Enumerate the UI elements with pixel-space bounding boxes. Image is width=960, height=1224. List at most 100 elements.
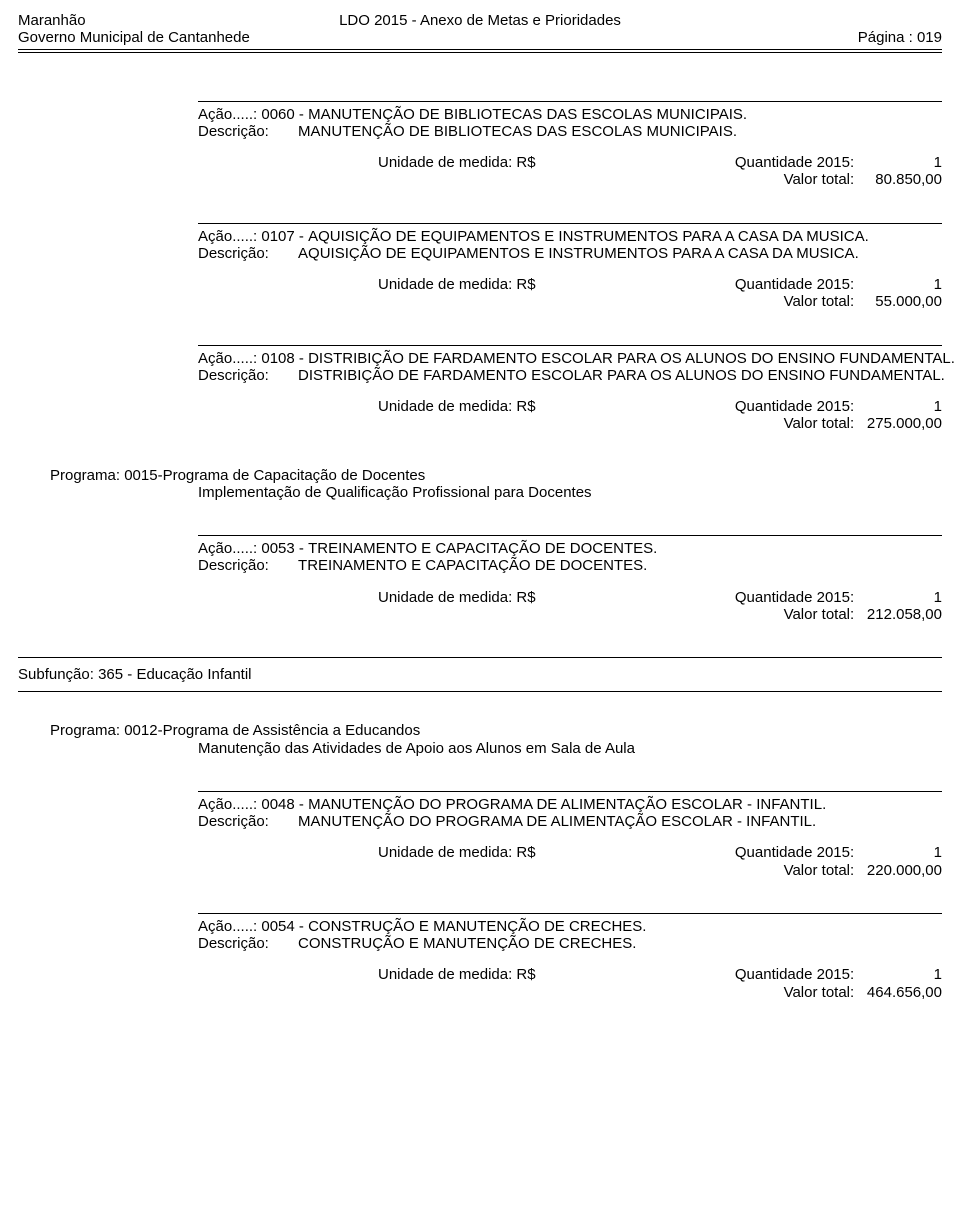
valor-label: Valor total: — [537, 293, 866, 310]
qty-label: Quantidade 2015: — [537, 398, 866, 415]
acao-label: Ação.....: — [198, 106, 261, 123]
descricao-pad — [269, 245, 298, 262]
unidade-label: Unidade de medida: R$ — [378, 589, 537, 606]
qty-value: 1 — [866, 398, 942, 415]
action-block: Ação.....: 0107 - AQUISIÇÃO DE EQUIPAMEN… — [198, 228, 942, 311]
header-gov: Governo Municipal de Cantanhede — [18, 29, 250, 46]
acao-title: AQUISIÇÃO DE EQUIPAMENTOS E INSTRUMENTOS… — [308, 228, 869, 245]
acao-code: 0107 — [261, 228, 294, 245]
action-metrics: Unidade de medida: R$ Quantidade 2015: 1… — [378, 589, 942, 624]
page-label: Página : — [858, 29, 913, 46]
acao-code: 0054 — [261, 918, 294, 935]
page-number: 019 — [917, 29, 942, 46]
descricao-pad — [269, 935, 298, 952]
valor-value: 464.656,00 — [866, 984, 942, 1001]
action-metrics: Unidade de medida: R$ Quantidade 2015: 1… — [378, 154, 942, 189]
subfuncao-label: Subfunção: — [18, 666, 98, 683]
programa-block: Programa: 0015 - Programa de Capacitação… — [50, 467, 942, 502]
qty-value: 1 — [866, 589, 942, 606]
descricao-text: DISTRIBIÇÃO DE FARDAMENTO ESCOLAR PARA O… — [298, 367, 945, 384]
subfuncao-code: 365 — [98, 666, 123, 683]
acao-dash: - — [295, 918, 308, 935]
subfuncao-top-rule — [18, 657, 942, 658]
header-state: Maranhão — [18, 12, 86, 29]
action-metrics: Unidade de medida: R$ Quantidade 2015: 1… — [378, 966, 942, 1001]
descricao-text: CONSTRUÇÃO E MANUTENÇÃO DE CRECHES. — [298, 935, 636, 952]
acao-dash: - — [295, 350, 308, 367]
page-header: Maranhão LDO 2015 - Anexo de Metas e Pri… — [18, 12, 942, 47]
qty-value: 1 — [866, 154, 942, 171]
descricao-pad — [269, 367, 298, 384]
action-metrics: Unidade de medida: R$ Quantidade 2015: 1… — [378, 844, 942, 879]
action-block: Ação.....: 0060 - MANUTENÇÃO DE BIBLIOTE… — [198, 106, 942, 189]
valor-value: 275.000,00 — [866, 415, 942, 432]
acao-label: Ação.....: — [198, 350, 261, 367]
unidade-label: Unidade de medida: R$ — [378, 154, 537, 171]
descricao-text: MANUTENÇÃO DO PROGRAMA DE ALIMENTAÇÃO ES… — [298, 813, 816, 830]
valor-value: 55.000,00 — [866, 293, 942, 310]
action-separator — [198, 913, 942, 914]
action-separator — [198, 535, 942, 536]
programa-block: Programa: 0012 - Programa de Assistência… — [50, 722, 942, 757]
descricao-text: MANUTENÇÃO DE BIBLIOTECAS DAS ESCOLAS MU… — [298, 123, 737, 140]
acao-title: DISTRIBIÇÃO DE FARDAMENTO ESCOLAR PARA O… — [308, 350, 955, 367]
subfuncao-bottom-rule — [18, 691, 942, 692]
descricao-label: Descrição: — [198, 123, 269, 140]
descricao-label: Descrição: — [198, 557, 269, 574]
action-separator — [198, 223, 942, 224]
action-block: Ação.....: 0108 - DISTRIBIÇÃO DE FARDAME… — [198, 350, 942, 433]
programa-label: Programa: — [50, 722, 124, 739]
programa-code: 0012 — [124, 722, 157, 739]
descricao-label: Descrição: — [198, 935, 269, 952]
action-separator — [198, 345, 942, 346]
descricao-pad — [269, 813, 298, 830]
acao-title: CONSTRUÇÃO E MANUTENÇÃO DE CRECHES. — [308, 918, 646, 935]
valor-label: Valor total: — [537, 862, 866, 879]
acao-code: 0053 — [261, 540, 294, 557]
acao-label: Ação.....: — [198, 796, 261, 813]
header-title: LDO 2015 - Anexo de Metas e Prioridades — [339, 12, 621, 29]
subfuncao-block: Subfunção: 365 - Educação Infantil — [18, 666, 942, 683]
acao-label: Ação.....: — [198, 540, 261, 557]
header-double-rule — [18, 49, 942, 53]
descricao-pad — [269, 557, 298, 574]
acao-dash: - — [295, 796, 308, 813]
qty-label: Quantidade 2015: — [537, 844, 866, 861]
valor-label: Valor total: — [537, 984, 866, 1001]
programa-title: Programa de Capacitação de Docentes — [163, 467, 426, 484]
valor-value: 212.058,00 — [866, 606, 942, 623]
descricao-label: Descrição: — [198, 813, 269, 830]
action-block: Ação.....: 0054 - CONSTRUÇÃO E MANUTENÇÃ… — [198, 918, 942, 1001]
acao-code: 0048 — [261, 796, 294, 813]
acao-dash: - — [295, 106, 308, 123]
programa-code: 0015 — [124, 467, 157, 484]
action-separator — [198, 791, 942, 792]
acao-dash: - — [295, 540, 308, 557]
qty-label: Quantidade 2015: — [537, 276, 866, 293]
action-block: Ação.....: 0053 - TREINAMENTO E CAPACITA… — [198, 540, 942, 623]
action-block: Ação.....: 0048 - MANUTENÇÃO DO PROGRAMA… — [198, 796, 942, 879]
acao-code: 0060 — [261, 106, 294, 123]
unidade-label: Unidade de medida: R$ — [378, 966, 537, 983]
programa-desc: Manutenção das Atividades de Apoio aos A… — [198, 740, 942, 757]
header-page: Página : 019 — [858, 29, 942, 46]
programa-label: Programa: — [50, 467, 124, 484]
qty-value: 1 — [866, 276, 942, 293]
unidade-label: Unidade de medida: R$ — [378, 844, 537, 861]
unidade-label: Unidade de medida: R$ — [378, 276, 537, 293]
action-metrics: Unidade de medida: R$ Quantidade 2015: 1… — [378, 398, 942, 433]
valor-label: Valor total: — [537, 606, 866, 623]
action-metrics: Unidade de medida: R$ Quantidade 2015: 1… — [378, 276, 942, 311]
qty-label: Quantidade 2015: — [537, 154, 866, 171]
descricao-label: Descrição: — [198, 367, 269, 384]
acao-title: TREINAMENTO E CAPACITAÇÃO DE DOCENTES. — [308, 540, 657, 557]
action-separator — [198, 101, 942, 102]
subfuncao-title: Educação Infantil — [136, 666, 251, 683]
descricao-label: Descrição: — [198, 245, 269, 262]
qty-label: Quantidade 2015: — [537, 966, 866, 983]
valor-label: Valor total: — [537, 415, 866, 432]
qty-label: Quantidade 2015: — [537, 589, 866, 606]
unidade-label: Unidade de medida: R$ — [378, 398, 537, 415]
valor-value: 80.850,00 — [866, 171, 942, 188]
acao-label: Ação.....: — [198, 228, 261, 245]
